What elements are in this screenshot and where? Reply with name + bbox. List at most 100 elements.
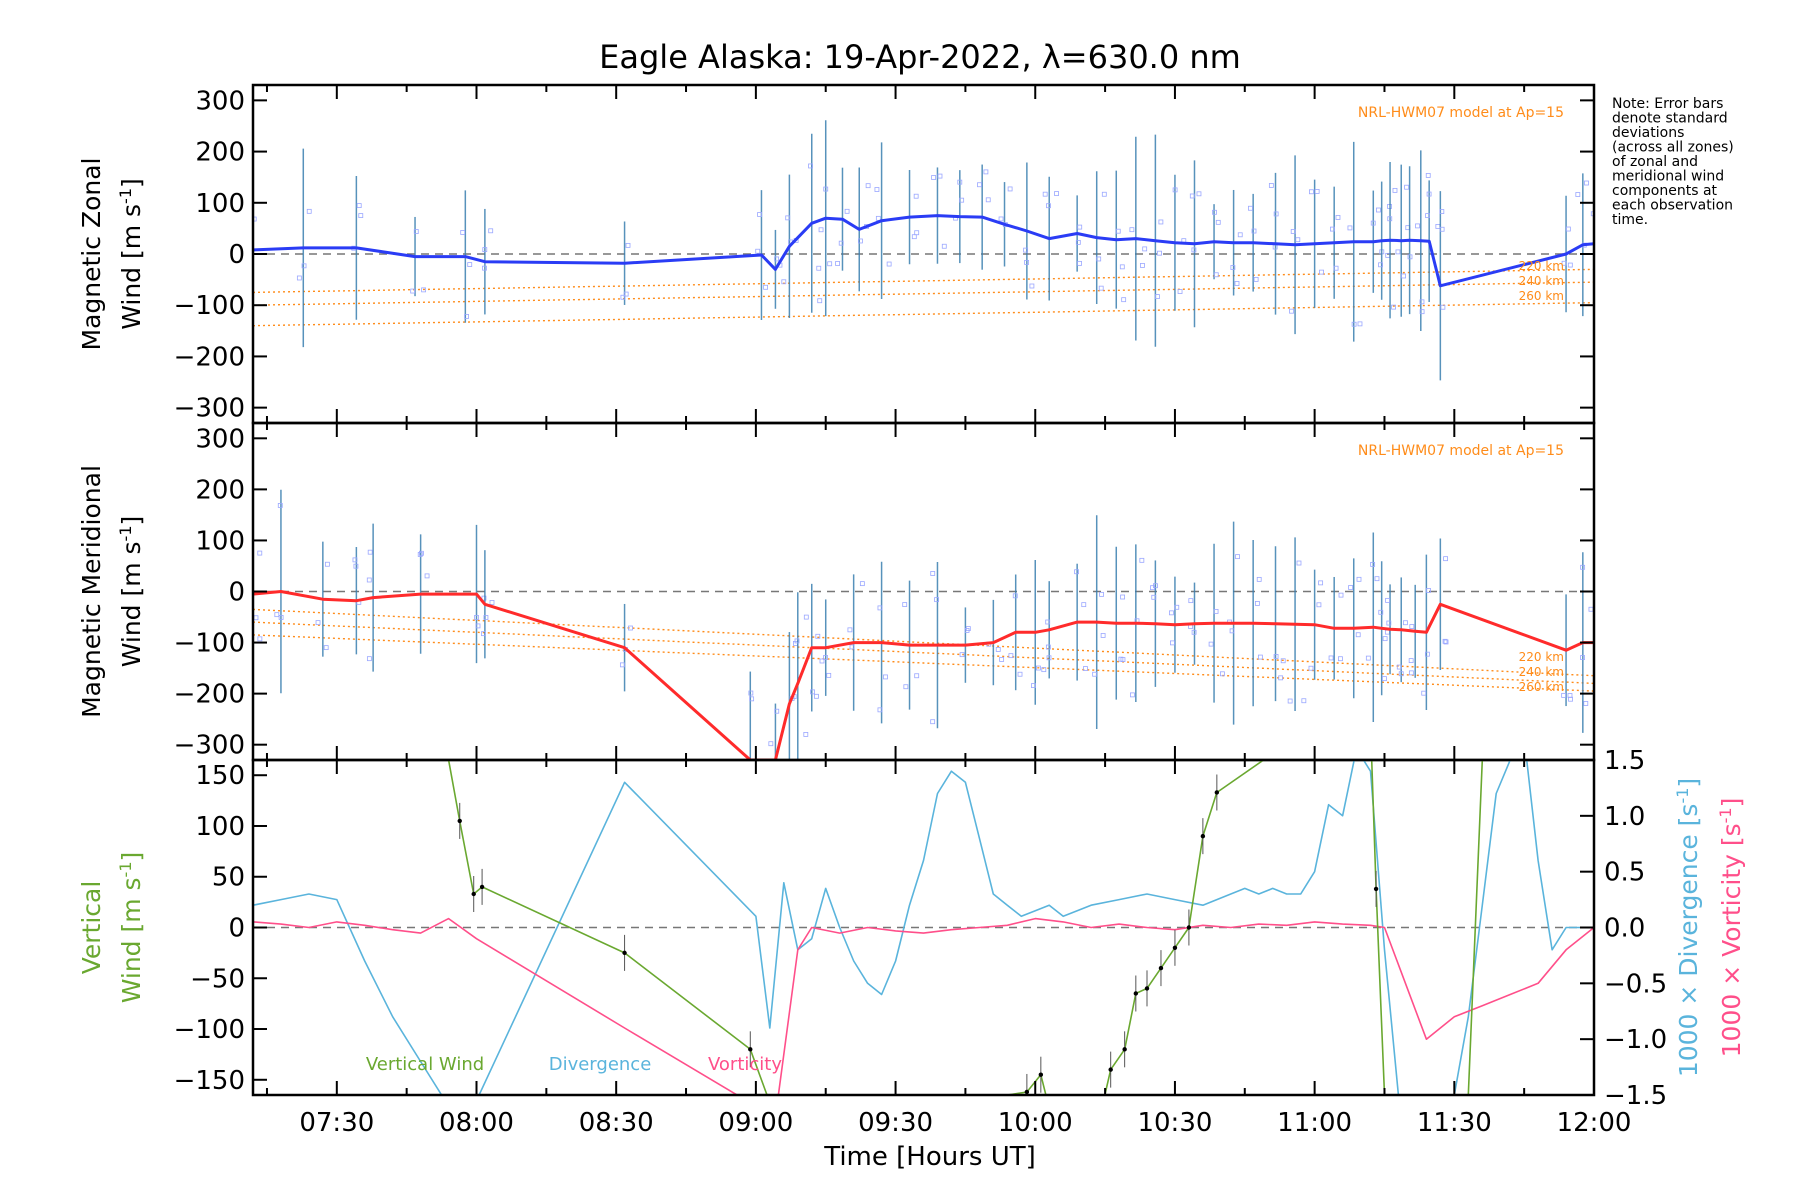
meridional-y-label: 0 bbox=[228, 578, 245, 608]
zone-sample bbox=[1046, 203, 1051, 209]
note-line: deviations bbox=[1612, 125, 1684, 141]
zone-sample bbox=[931, 175, 937, 180]
zone-sample bbox=[1273, 654, 1279, 659]
zone-sample bbox=[838, 240, 844, 246]
zone-sample bbox=[419, 550, 424, 556]
zone-sample bbox=[619, 662, 625, 668]
zone-sample bbox=[1561, 692, 1567, 698]
zone-sample bbox=[1335, 215, 1341, 220]
zone-sample bbox=[858, 238, 863, 244]
altitude-label: 240 km bbox=[1519, 274, 1564, 288]
zone-sample bbox=[1376, 207, 1381, 213]
zone-sample bbox=[1403, 620, 1408, 626]
zone-sample bbox=[1408, 658, 1414, 663]
vertical-wind-point bbox=[1200, 833, 1206, 839]
zone-sample bbox=[1382, 636, 1388, 642]
zonal-y-label: −100 bbox=[174, 291, 245, 321]
zone-sample bbox=[1083, 666, 1088, 671]
zone-sample bbox=[1419, 299, 1425, 305]
vertical-wind-point bbox=[748, 1047, 753, 1052]
zone-sample bbox=[1257, 654, 1263, 660]
zone-sample bbox=[1130, 692, 1135, 698]
zone-sample bbox=[1191, 629, 1197, 635]
zone-sample bbox=[1296, 560, 1302, 566]
zone-sample bbox=[482, 265, 487, 271]
x-tick-label: 07:30 bbox=[299, 1108, 374, 1138]
x-tick-label: 11:00 bbox=[1277, 1108, 1352, 1138]
zone-sample bbox=[827, 261, 833, 267]
zone-sample bbox=[1045, 644, 1051, 650]
zone-sample bbox=[1301, 698, 1307, 704]
zone-sample bbox=[1583, 701, 1589, 706]
divergence-y-label: −0.5 bbox=[1604, 969, 1667, 999]
vertical-y-label: 50 bbox=[212, 863, 245, 893]
zone-sample bbox=[1120, 594, 1126, 600]
zone-sample bbox=[257, 636, 263, 642]
zone-sample bbox=[417, 552, 423, 557]
zone-sample bbox=[1008, 653, 1014, 659]
zone-sample bbox=[1235, 554, 1240, 560]
zone-sample bbox=[1101, 191, 1107, 197]
zonal-y-label: 0 bbox=[228, 240, 245, 270]
zone-sample bbox=[482, 247, 488, 253]
zone-sample bbox=[1150, 585, 1155, 591]
vertical-wind-point bbox=[1186, 925, 1192, 930]
y-label-line2: Wind [m s-1] bbox=[116, 178, 147, 330]
y-label-line1: Magnetic Zonal bbox=[77, 158, 106, 351]
zone-sample bbox=[1251, 228, 1257, 234]
zone-sample bbox=[1172, 187, 1178, 193]
zone-sample bbox=[410, 288, 416, 294]
zone-sample bbox=[1142, 246, 1148, 252]
zone-sample bbox=[1338, 592, 1344, 598]
zonal-y-label: −200 bbox=[174, 342, 245, 372]
zone-sample bbox=[914, 230, 920, 236]
zone-sample bbox=[1189, 193, 1195, 199]
zone-sample bbox=[1395, 249, 1401, 255]
zone-sample bbox=[1024, 260, 1029, 265]
zone-sample bbox=[1309, 189, 1314, 195]
altitude-label: 220 km bbox=[1519, 650, 1564, 664]
zone-sample bbox=[1188, 598, 1194, 604]
zone-sample bbox=[1280, 658, 1286, 664]
zone-sample bbox=[1426, 588, 1431, 593]
meridional-y-label: 300 bbox=[195, 424, 245, 454]
zone-sample bbox=[749, 696, 755, 702]
zone-sample bbox=[1229, 628, 1235, 634]
zone-sample bbox=[1157, 250, 1162, 256]
zone-sample bbox=[1096, 256, 1102, 262]
divergence-y-label: 0.0 bbox=[1604, 914, 1645, 944]
zone-sample bbox=[489, 600, 495, 605]
model-label: NRL-HWM07 model at Ap=15 bbox=[1358, 443, 1564, 459]
zone-sample bbox=[1351, 321, 1357, 327]
zone-sample bbox=[886, 261, 892, 267]
x-tick-label: 08:30 bbox=[579, 1108, 654, 1138]
model-curve-260-km bbox=[253, 634, 1594, 692]
zone-sample bbox=[757, 212, 762, 217]
zone-sample bbox=[623, 291, 629, 297]
meridional-y-label: 100 bbox=[195, 526, 245, 556]
zone-sample bbox=[296, 275, 302, 281]
zone-sample bbox=[844, 208, 850, 214]
zone-sample bbox=[1215, 219, 1221, 225]
zone-sample bbox=[902, 602, 908, 607]
zone-sample bbox=[1356, 576, 1362, 582]
zone-sample bbox=[934, 597, 939, 603]
zone-sample bbox=[859, 581, 865, 587]
zone-sample bbox=[1333, 265, 1339, 271]
zone-sample bbox=[353, 563, 359, 569]
zone-sample bbox=[1355, 632, 1361, 638]
zone-sample bbox=[1319, 269, 1324, 275]
vertical-wind-point bbox=[1133, 991, 1139, 996]
note-line: time. bbox=[1612, 212, 1648, 228]
zone-sample bbox=[1155, 294, 1160, 299]
zone-sample bbox=[849, 644, 855, 650]
zone-sample bbox=[1177, 289, 1183, 294]
plot-area-vertical bbox=[253, 760, 1594, 1095]
zone-sample bbox=[903, 684, 909, 690]
zone-sample bbox=[248, 258, 252, 262]
meridional-y-axis-label: Magnetic Meridional Wind [m s-1] bbox=[77, 465, 146, 718]
divergence-y-axis-label: 1000 × Divergence [s-1] bbox=[1673, 778, 1704, 1077]
zone-sample bbox=[1314, 189, 1320, 194]
zone-sample bbox=[1139, 557, 1145, 563]
zone-sample bbox=[247, 251, 251, 255]
